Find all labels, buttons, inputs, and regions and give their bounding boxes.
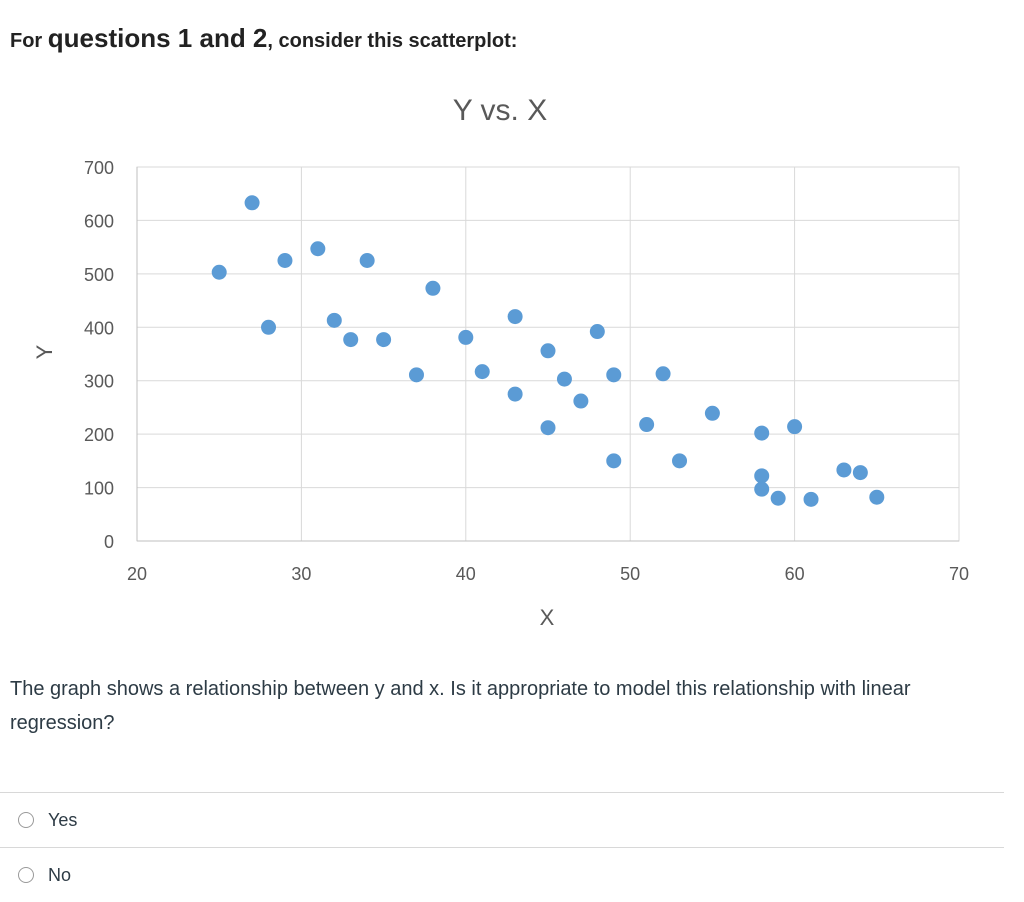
data-point xyxy=(310,241,326,257)
data-point xyxy=(277,253,293,268)
data-point xyxy=(787,419,803,435)
data-point xyxy=(376,332,392,348)
data-point xyxy=(869,489,885,505)
data-point xyxy=(639,417,655,433)
x-tick-label: 30 xyxy=(291,564,311,584)
radio-no[interactable] xyxy=(18,867,34,883)
heading-questions: questions 1 and 2 xyxy=(47,23,268,53)
data-point xyxy=(606,367,622,383)
y-tick-label: 600 xyxy=(84,211,114,231)
heading-suffix: , consider this scatterplot: xyxy=(267,30,518,52)
data-point xyxy=(606,453,622,469)
x-tick-label: 40 xyxy=(456,564,476,584)
answer-options: Yes No xyxy=(0,792,1004,902)
x-tick-label: 20 xyxy=(127,564,147,584)
data-point xyxy=(540,420,556,436)
data-point xyxy=(573,393,589,409)
data-point xyxy=(556,371,572,387)
data-point xyxy=(507,309,523,325)
radio-yes[interactable] xyxy=(18,812,34,828)
data-point xyxy=(458,329,474,345)
x-tick-label: 60 xyxy=(785,564,805,584)
heading-prefix: For xyxy=(10,30,48,52)
data-point xyxy=(754,425,770,441)
data-point xyxy=(211,264,227,280)
question-text: The graph shows a relationship between y… xyxy=(10,678,911,734)
y-tick-label: 300 xyxy=(84,372,114,392)
data-point xyxy=(655,366,671,382)
chart-title: Y vs. X xyxy=(453,94,547,127)
option-yes-label: Yes xyxy=(48,809,78,830)
scatter-chart: 0 100 200 300 400 500 600 700 20 30 40 50 60 70 Y vs. … xyxy=(32,94,969,630)
y-tick-label: 400 xyxy=(84,318,114,338)
option-no[interactable]: No xyxy=(0,847,1004,902)
y-tick-label: 100 xyxy=(84,479,114,499)
data-point xyxy=(359,253,375,268)
y-tick-label: 200 xyxy=(84,425,114,445)
data-point xyxy=(343,332,359,348)
data-point xyxy=(803,491,819,507)
option-no-label: No xyxy=(48,864,72,885)
data-point xyxy=(589,324,605,340)
data-point xyxy=(244,195,260,211)
data-point xyxy=(474,364,490,380)
data-point xyxy=(408,367,424,383)
data-point xyxy=(836,462,852,478)
x-tick-label: 50 xyxy=(620,564,640,584)
data-point xyxy=(770,490,786,506)
x-tick-label: 70 xyxy=(949,564,969,584)
data-point xyxy=(754,481,770,497)
question-heading: For questions 1 and 2, consider this sca… xyxy=(10,18,517,55)
y-tick-label: 500 xyxy=(84,265,114,285)
data-point xyxy=(540,343,556,359)
x-axis-label: X xyxy=(540,605,555,630)
data-point xyxy=(261,319,277,335)
data-point xyxy=(672,453,688,469)
data-point xyxy=(326,312,342,328)
y-axis-label: Y xyxy=(32,344,57,359)
data-point xyxy=(507,386,523,402)
data-point xyxy=(754,468,770,484)
option-yes[interactable]: Yes xyxy=(0,792,1004,847)
data-point xyxy=(852,465,868,481)
y-tick-label: 700 xyxy=(84,158,114,178)
data-point xyxy=(704,405,720,421)
y-tick-label: 0 xyxy=(104,532,114,552)
data-point xyxy=(425,280,441,296)
